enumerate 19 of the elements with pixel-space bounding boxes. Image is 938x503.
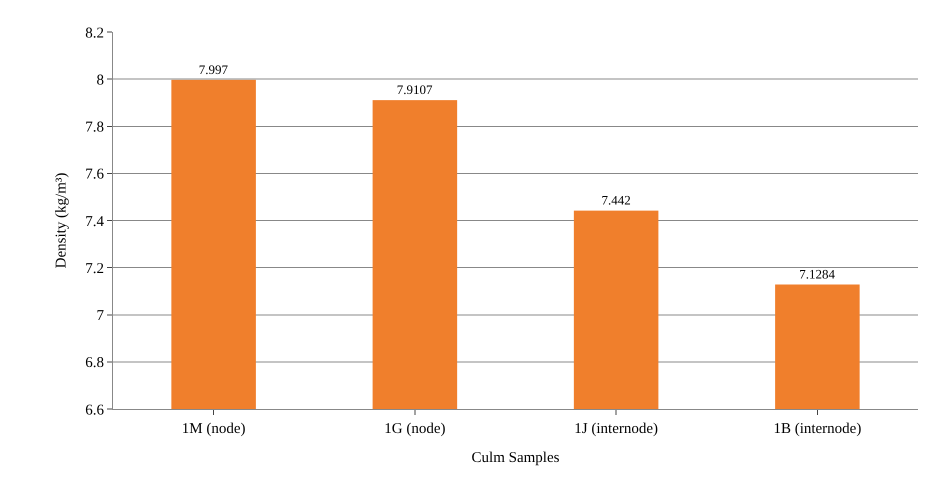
- y-tick-label: 6.8: [85, 355, 104, 372]
- x-tick-label: 1G (node): [384, 421, 446, 437]
- data-label: 7.442: [602, 192, 631, 208]
- data-label: 7.997: [198, 62, 228, 77]
- data-label: 7.9107: [396, 82, 433, 98]
- y-axis-title: Density (kg/m³): [54, 172, 70, 268]
- x-tick-label: 1J (internode): [574, 421, 658, 437]
- y-tick-label: 7: [96, 308, 104, 324]
- y-tick-label: 7.2: [85, 260, 104, 277]
- y-tick-label: 8.2: [85, 25, 104, 42]
- x-tick-label: 1M (node): [182, 421, 246, 437]
- y-tick-label: 7.6: [85, 166, 104, 183]
- y-tick-label: 8: [96, 72, 104, 88]
- x-tick-label: 1B (internode): [773, 421, 862, 437]
- data-label: 7.1284: [799, 266, 836, 282]
- y-tick-label: 7.8: [85, 120, 104, 136]
- x-axis-title: Culm Samples: [472, 450, 560, 466]
- y-tick-label: 7.4: [85, 214, 104, 230]
- y-tick-label: 6.6: [85, 402, 104, 418]
